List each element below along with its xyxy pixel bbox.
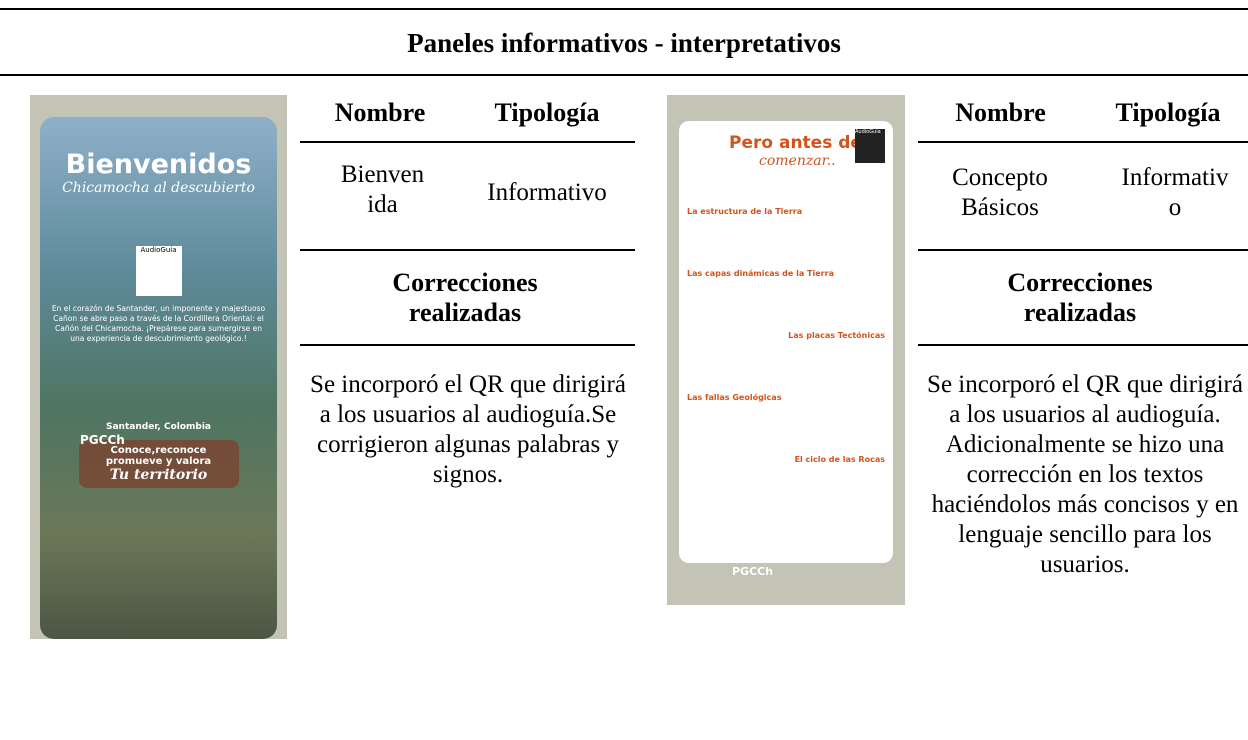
name-cell: Concepto Básicos: [952, 164, 1048, 221]
logo: PGCCh: [80, 433, 125, 447]
column-header: Nombre: [955, 98, 1046, 127]
qr-code: AudioGuía: [135, 246, 182, 296]
name-cell: Bienvenida: [340, 161, 425, 218]
qr-code: AudioGuía: [855, 129, 885, 163]
title-rule: [0, 74, 1248, 76]
poster-subtitle: comenzar..: [759, 153, 836, 169]
section-rule: [300, 344, 635, 346]
column-header: Tipología: [1115, 98, 1221, 127]
panel-image: Pero antes de comenzar.. AudioGuía La es…: [667, 95, 905, 605]
column-header: Nombre: [334, 98, 426, 127]
section: Las fallas Geológicas: [687, 393, 782, 402]
poster-subtitle: Chicamocha al descubierto: [62, 180, 255, 196]
poster-text: En el corazón de Santander, un imponente…: [51, 304, 266, 343]
section: Las placas Tectónicas: [788, 331, 885, 340]
section-rule: [918, 344, 1248, 346]
description: Se incorporó el QR que dirigirá a los us…: [927, 371, 1243, 578]
section-header: Correcciones realizadas: [1007, 268, 1153, 327]
poster-title: Pero antes de: [729, 133, 862, 153]
poster-title: Bienvenidos: [65, 149, 252, 180]
type-cell: Informativo: [487, 179, 607, 206]
poster: Bienvenidos Chicamocha al descubierto Au…: [40, 117, 277, 639]
column-header: Tipología: [494, 98, 600, 127]
section-header: Correcciones realizadas: [392, 268, 538, 327]
section: La estructura de la Tierra: [687, 207, 803, 216]
row-rule: [918, 249, 1248, 251]
logo: PGCCh: [732, 565, 774, 578]
section-list: La estructura de la Tierra Las capas din…: [687, 181, 885, 491]
slogan-script: Tu territorio: [109, 467, 208, 483]
slogan: Conoce,reconoce promueve y valora: [105, 445, 212, 467]
description: Se incorporó el QR que dirigirá a los us…: [310, 371, 626, 488]
panel-image: Bienvenidos Chicamocha al descubierto Au…: [30, 95, 287, 639]
slogan-box: Conoce,reconoce promueve y valora Tu ter…: [78, 440, 239, 488]
location: Santander, Colombia: [106, 422, 211, 432]
header-rule: [300, 141, 635, 143]
page-title: Paneles informativos - interpretativos: [407, 28, 841, 58]
type-cell: Informativo: [1121, 164, 1229, 221]
poster: Pero antes de comenzar.. AudioGuía La es…: [679, 121, 893, 563]
header-rule: [918, 141, 1248, 143]
section: Las capas dinámicas de la Tierra: [687, 269, 834, 278]
section: El ciclo de las Rocas: [794, 455, 885, 464]
row-rule: [300, 249, 635, 251]
top-rule: [0, 8, 1248, 10]
